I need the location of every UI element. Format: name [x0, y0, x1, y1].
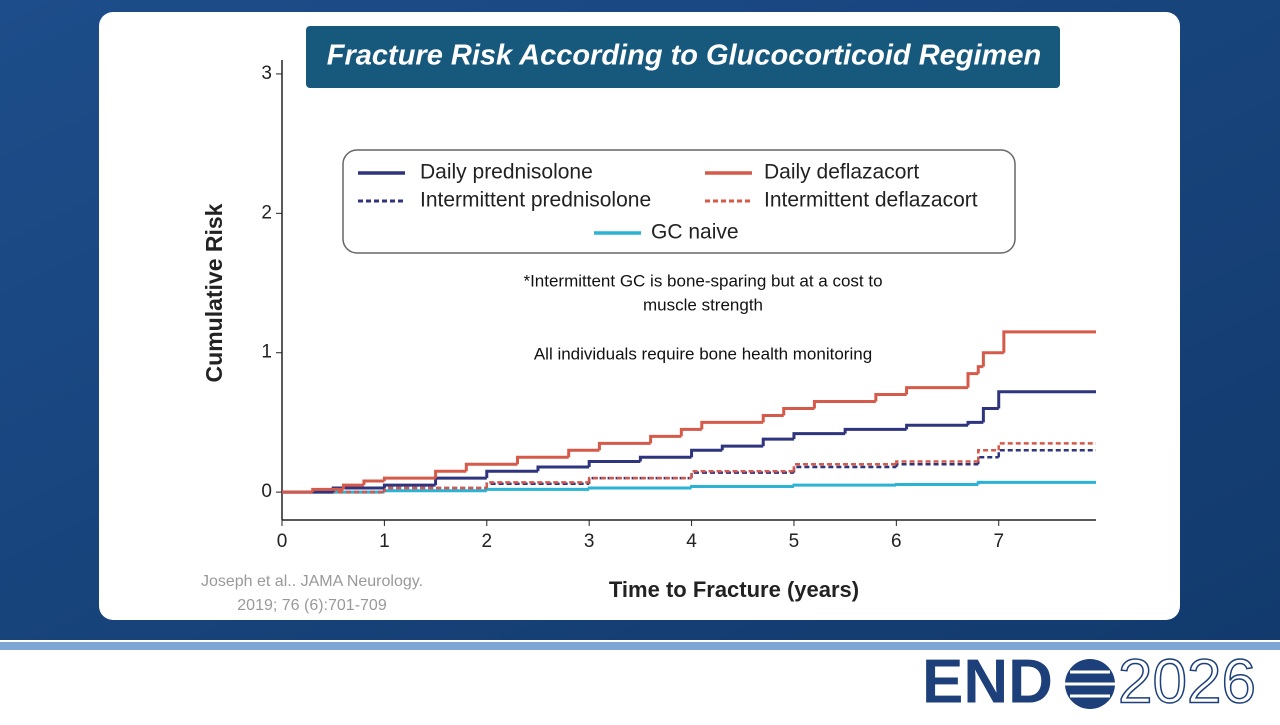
step-segment [587, 476, 692, 483]
step-segment [966, 420, 984, 426]
step-segment [311, 487, 344, 493]
step-segment [690, 469, 794, 479]
step-segment [597, 441, 651, 451]
step-segment [567, 448, 600, 458]
x-tick-label: 7 [993, 531, 1004, 552]
step-segment [843, 427, 907, 434]
step-segment [792, 462, 897, 472]
step-segment [382, 476, 436, 481]
footer-rule [0, 642, 1280, 650]
y-tick-label: 2 [261, 202, 272, 223]
step-segment [905, 386, 969, 395]
step-segment [761, 437, 794, 447]
step-segment [536, 465, 590, 472]
step-segment [434, 469, 467, 479]
step-segment [981, 406, 999, 423]
step-segment [792, 483, 897, 487]
annotation: *Intermittent GC is bone-sparing but at … [523, 271, 882, 290]
step-segment [382, 483, 436, 488]
step-segment [1002, 330, 1096, 353]
step-segment [981, 351, 1004, 367]
legend-box [342, 149, 1016, 254]
legend-label: Intermittent deflazacort [764, 189, 978, 212]
x-tick-label: 3 [584, 531, 595, 552]
step-segment [792, 432, 846, 440]
chart-title: Fracture Risk According to Glucocorticoi… [327, 40, 1041, 72]
step-segment [679, 427, 702, 437]
y-tick-label: 0 [261, 481, 272, 502]
logo-globe-lines [1065, 670, 1115, 698]
step-segment [812, 400, 876, 409]
step-segment [976, 480, 1096, 485]
step-segment [362, 479, 385, 486]
step-segment [977, 456, 999, 465]
x-tick-label: 1 [379, 531, 390, 552]
step-segment [649, 434, 682, 444]
x-tick-label: 2 [481, 531, 492, 552]
step-segment [977, 449, 999, 462]
step-segment [587, 486, 692, 490]
step-segment [761, 413, 784, 423]
step-segment [905, 423, 969, 430]
logo-year: 2026 [1118, 647, 1256, 716]
step-segment [515, 455, 569, 465]
logo-text: END [922, 647, 1053, 716]
step-segment [341, 483, 364, 490]
annotation: All individuals require bone health moni… [534, 344, 872, 363]
y-axis-label: Cumulative Risk [201, 203, 227, 382]
card [99, 12, 1180, 620]
step-segment [782, 406, 815, 416]
citation: Joseph et al.. JAMA Neurology. [201, 573, 423, 590]
step-segment [997, 442, 1096, 451]
step-segment [382, 489, 487, 493]
citation: 2019; 76 (6):701-709 [237, 597, 387, 614]
step-segment [690, 485, 794, 489]
step-segment [485, 481, 590, 488]
x-tick-label: 0 [277, 531, 288, 552]
y-tick-label: 1 [261, 342, 272, 363]
step-segment [895, 460, 979, 465]
step-segment [966, 372, 979, 388]
step-segment [434, 476, 487, 486]
step-segment [690, 448, 723, 458]
x-tick-label: 4 [686, 531, 697, 552]
legend-label: Daily deflazacort [764, 161, 919, 184]
step-segment [976, 365, 984, 374]
annotation: muscle strength [643, 295, 763, 314]
step-segment [638, 455, 692, 462]
x-tick-label: 6 [891, 531, 902, 552]
step-segment [464, 462, 518, 472]
legend-label: Intermittent prednisolone [420, 189, 651, 212]
x-tick-label: 5 [789, 531, 800, 552]
legend-label: GC naive [651, 221, 739, 244]
step-segment [874, 393, 907, 402]
step-segment [485, 469, 538, 479]
step-segment [997, 390, 1096, 409]
legend-label: Daily prednisolone [420, 161, 593, 184]
step-segment [700, 420, 764, 430]
step-segment [485, 487, 590, 491]
step-segment [997, 449, 1096, 458]
title-banner [306, 26, 1060, 88]
step-segment [587, 459, 641, 468]
step-segment [894, 482, 979, 486]
step-segment [720, 444, 764, 451]
x-axis-label: Time to Fracture (years) [609, 577, 859, 602]
y-tick-label: 3 [261, 63, 272, 84]
